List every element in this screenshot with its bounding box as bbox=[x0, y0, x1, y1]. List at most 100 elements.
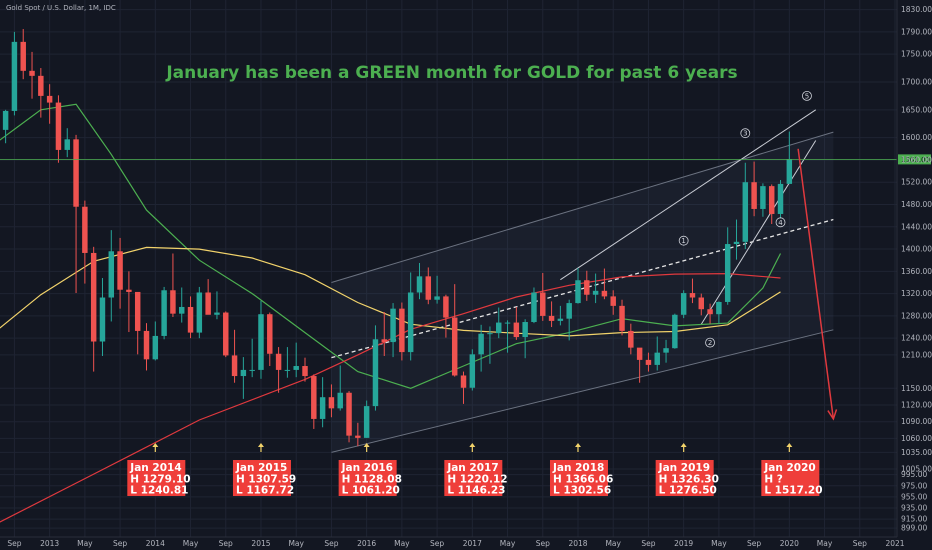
y-tick-label: 1700.00 bbox=[901, 77, 932, 86]
candle bbox=[178, 287, 185, 323]
y-tick-label: 1520.00 bbox=[901, 178, 932, 187]
candle bbox=[399, 302, 405, 361]
annotation-box bbox=[444, 460, 503, 496]
candle-body bbox=[2, 110, 9, 130]
candle-body bbox=[82, 206, 88, 253]
candle-body bbox=[760, 186, 766, 209]
x-tick-label: Sep bbox=[324, 539, 338, 548]
annotation-arrow-icon bbox=[574, 443, 581, 447]
y-tick-label: 975.00 bbox=[901, 481, 927, 490]
candle bbox=[275, 347, 282, 393]
candle-body bbox=[777, 183, 784, 214]
candle bbox=[29, 51, 35, 99]
annotation-line: Jan 2020 bbox=[763, 462, 815, 474]
candle-body bbox=[381, 339, 387, 343]
y-tick-label: 915.00 bbox=[901, 515, 927, 524]
candle-body bbox=[407, 292, 414, 353]
trend-line-wave bbox=[560, 109, 817, 281]
candle-series bbox=[2, 29, 793, 447]
wave-label: 5 bbox=[802, 90, 812, 101]
annotation-arrow-icon bbox=[363, 443, 370, 447]
candle-body bbox=[372, 339, 379, 407]
candle-body bbox=[443, 296, 449, 318]
candle-body bbox=[707, 309, 713, 315]
candle-body bbox=[363, 406, 370, 438]
x-tick-label: Sep bbox=[219, 539, 233, 548]
candle bbox=[540, 273, 546, 321]
candle bbox=[11, 31, 18, 116]
candle bbox=[267, 312, 273, 367]
candle bbox=[381, 311, 387, 356]
candle bbox=[284, 347, 291, 378]
y-tick-label: 1150.00 bbox=[901, 384, 932, 393]
candle bbox=[645, 352, 652, 372]
trend-line-channel bbox=[331, 131, 834, 283]
y-tick-label: 1320.00 bbox=[901, 289, 932, 298]
candle-body bbox=[196, 292, 203, 333]
candle-body bbox=[557, 318, 564, 321]
candle bbox=[742, 162, 749, 250]
candle bbox=[126, 271, 132, 333]
candle bbox=[64, 128, 70, 158]
y-tick-label: 1830.00 bbox=[901, 5, 932, 14]
candle-body bbox=[584, 280, 590, 295]
candle bbox=[214, 291, 220, 320]
x-tick-label: 2019 bbox=[674, 539, 693, 548]
candle bbox=[372, 325, 379, 411]
x-tick-label: 2013 bbox=[40, 539, 59, 548]
candle-body bbox=[38, 75, 44, 96]
annotation-box bbox=[655, 460, 714, 496]
candle-body bbox=[742, 182, 749, 242]
candle bbox=[469, 349, 476, 391]
candle bbox=[663, 339, 669, 363]
x-tick-label: May bbox=[183, 539, 199, 548]
candle bbox=[522, 319, 528, 359]
wave-circle bbox=[802, 90, 812, 101]
candle-body bbox=[610, 296, 616, 306]
candle bbox=[170, 253, 176, 318]
y-axis[interactable]: 1830.00 1790.00 1750.00 1700.00 1650.00 1600.… bbox=[896, 0, 932, 537]
candle-body bbox=[293, 366, 299, 370]
candle-body bbox=[716, 301, 722, 315]
y-tick-label: 1440.00 bbox=[901, 222, 932, 231]
candle bbox=[161, 286, 167, 340]
candle-body bbox=[284, 369, 291, 371]
y-tick-label: 1480.00 bbox=[901, 200, 932, 209]
y-tick-label: 1560.00 bbox=[901, 155, 932, 164]
annotation-line: Jan 2018 bbox=[552, 462, 604, 474]
candle bbox=[584, 270, 590, 301]
candle-body bbox=[460, 375, 467, 388]
x-tick-label: May bbox=[711, 539, 727, 548]
x-tick-label: May bbox=[817, 539, 833, 548]
x-tick-label: 2014 bbox=[146, 539, 165, 548]
wave-label: 4 bbox=[775, 217, 786, 228]
chart-title: January has been a GREEN month for GOLD … bbox=[165, 63, 737, 83]
projection-line bbox=[797, 148, 835, 420]
candle-body bbox=[513, 322, 520, 338]
candle-body bbox=[434, 296, 440, 300]
candle bbox=[311, 374, 317, 429]
candle bbox=[258, 300, 264, 379]
candle-body bbox=[29, 70, 35, 76]
candle bbox=[601, 268, 608, 300]
candle-body bbox=[399, 308, 405, 353]
x-axis[interactable]: Sep 2013 May Sep 2014 May Sep 2015 May Sep 2016 May… bbox=[0, 536, 905, 548]
annotation-line: L 1276.50 bbox=[659, 485, 717, 497]
candle bbox=[90, 246, 97, 372]
candle-body bbox=[302, 366, 308, 377]
candle-body bbox=[64, 139, 70, 150]
candle-body bbox=[504, 322, 511, 324]
candle-body bbox=[161, 290, 167, 336]
annotation-arrow-icon bbox=[680, 443, 687, 447]
annotation-line: Jan 2019 bbox=[658, 462, 710, 474]
candle bbox=[566, 299, 572, 341]
y-tick-label: 1790.00 bbox=[901, 27, 932, 36]
candle bbox=[628, 323, 634, 355]
candle bbox=[707, 303, 713, 324]
y-tick-label: 1600.00 bbox=[901, 133, 932, 142]
y-tick-label: 1120.00 bbox=[901, 401, 932, 410]
